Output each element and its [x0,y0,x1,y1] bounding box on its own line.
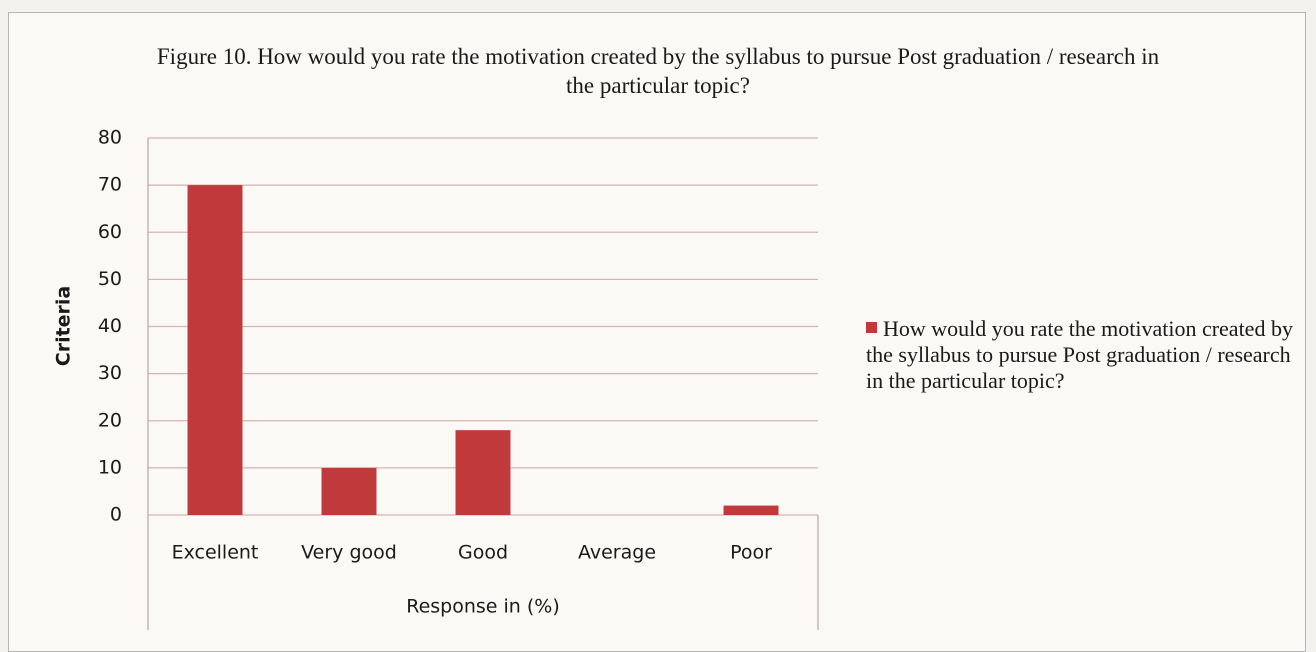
bar [723,505,779,515]
bar [455,430,511,515]
x-tick-label: Good [458,542,508,564]
y-tick-label: 0 [110,504,122,526]
x-tick-label: Poor [730,542,772,564]
y-tick-label: 20 [98,409,122,431]
y-tick-label: 10 [98,456,122,478]
y-tick-label: 30 [98,362,122,384]
chart-title: Figure 10. How would you rate the motiva… [156,44,1160,98]
bar [187,185,243,515]
x-tick-label: Very good [301,542,397,564]
x-tick-label: Excellent [172,542,259,564]
y-tick-label: 60 [98,221,122,243]
y-tick-label: 80 [98,127,122,149]
y-tick-label: 40 [98,315,122,337]
legend-label: How would you rate the motivation create… [866,316,1293,393]
legend: How would you rate the motivation create… [866,316,1296,394]
bar [321,467,377,515]
y-tick-label: 70 [98,174,122,196]
y-tick-label: 50 [98,268,122,290]
x-tick-label: Average [578,542,656,564]
y-axis-label: Criteria [53,286,75,367]
x-axis-label: Response in (%) [406,596,560,618]
legend-key [866,322,877,333]
